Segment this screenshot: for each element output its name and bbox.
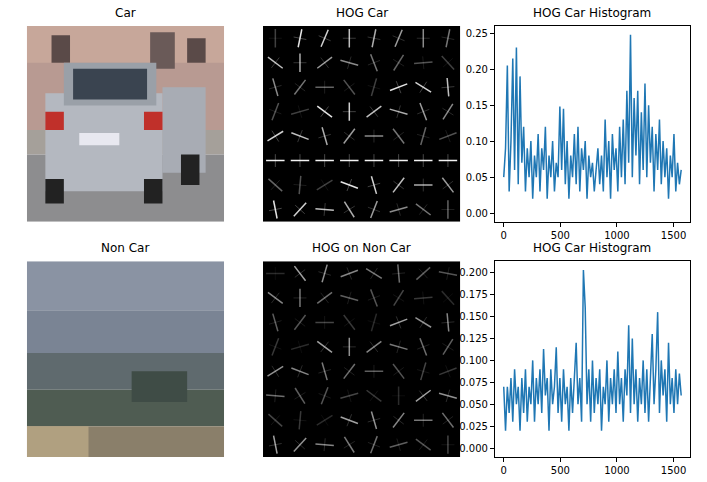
svg-text:0.20: 0.20 <box>466 64 488 75</box>
svg-text:HOG on Non Car: HOG on Non Car <box>312 241 411 255</box>
svg-text:500: 500 <box>551 465 570 476</box>
svg-text:HOG Car Histogram: HOG Car Histogram <box>533 6 651 20</box>
svg-text:0.050: 0.050 <box>459 399 488 410</box>
svg-text:0: 0 <box>501 230 507 241</box>
svg-text:1500: 1500 <box>661 230 686 241</box>
svg-text:Car: Car <box>115 6 136 20</box>
svg-text:0.00: 0.00 <box>466 208 488 219</box>
svg-text:0.100: 0.100 <box>459 355 488 366</box>
svg-text:HOG Car: HOG Car <box>336 6 388 20</box>
svg-text:0.10: 0.10 <box>466 136 488 147</box>
svg-text:0.000: 0.000 <box>459 443 488 454</box>
svg-text:500: 500 <box>551 230 570 241</box>
svg-text:0.125: 0.125 <box>459 333 488 344</box>
svg-text:0.075: 0.075 <box>459 377 488 388</box>
svg-text:0.025: 0.025 <box>459 421 488 432</box>
svg-text:HOG Car Histogram: HOG Car Histogram <box>533 241 651 255</box>
svg-text:1000: 1000 <box>604 230 629 241</box>
svg-text:1000: 1000 <box>604 465 629 476</box>
svg-text:Non Car: Non Car <box>101 241 149 255</box>
svg-text:0: 0 <box>501 465 507 476</box>
svg-text:0.150: 0.150 <box>459 311 488 322</box>
svg-text:0.25: 0.25 <box>466 28 488 39</box>
svg-text:0.175: 0.175 <box>459 289 488 300</box>
svg-text:0.200: 0.200 <box>459 267 488 278</box>
svg-text:0.05: 0.05 <box>466 172 488 183</box>
svg-text:0.15: 0.15 <box>466 100 488 111</box>
svg-text:1500: 1500 <box>661 465 686 476</box>
